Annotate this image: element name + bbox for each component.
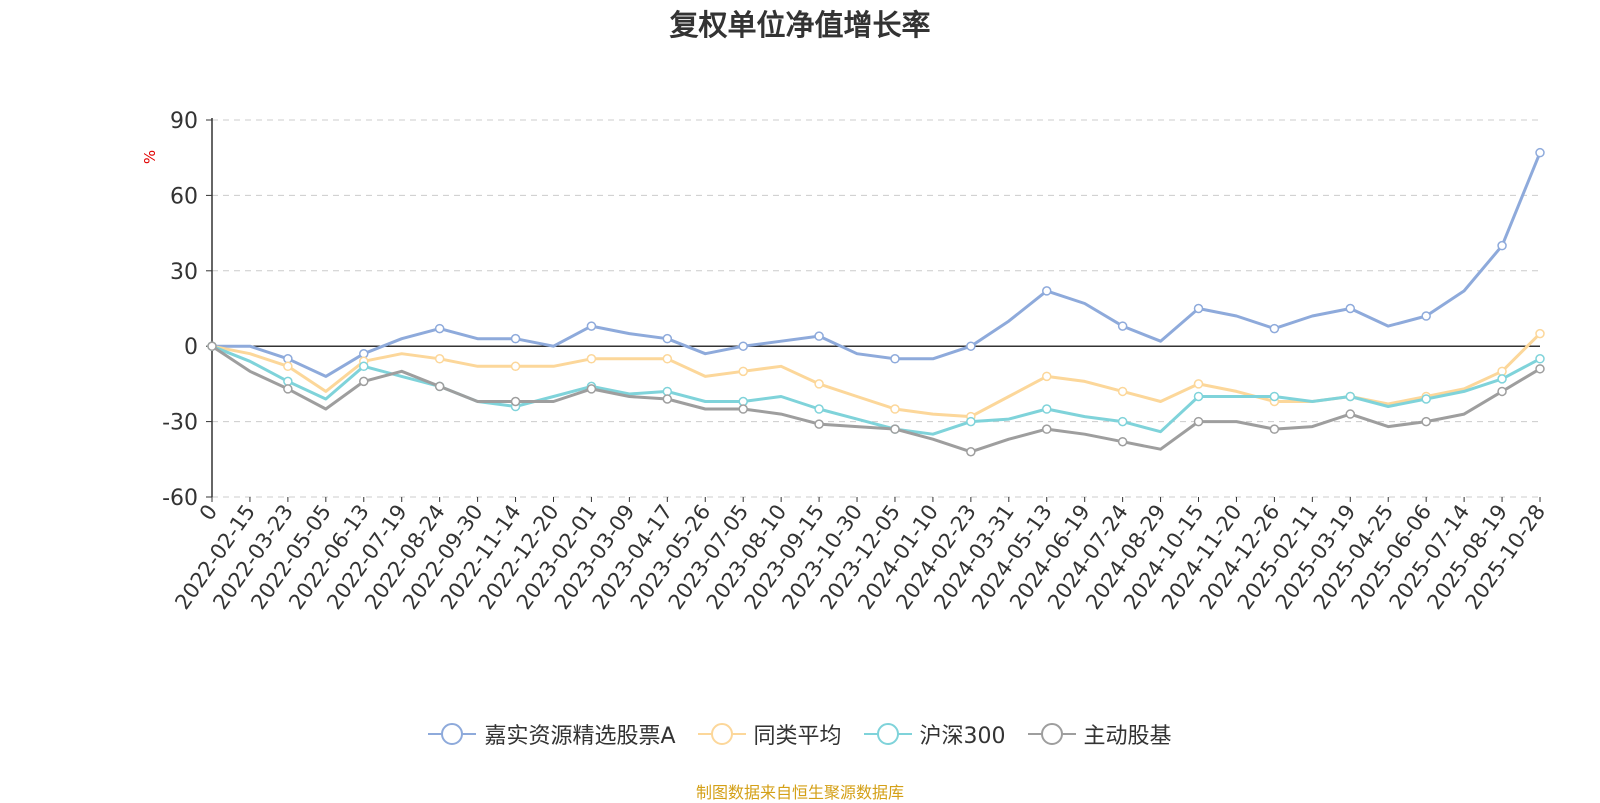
data-point[interactable]	[1041, 404, 1052, 414]
data-point[interactable]	[434, 323, 445, 334]
legend-swatch-icon	[697, 723, 746, 745]
data-point[interactable]	[662, 354, 673, 364]
data-point[interactable]	[890, 354, 900, 364]
data-point[interactable]	[1041, 286, 1052, 296]
legend-item-csi300[interactable]: 沪深300	[863, 718, 1006, 750]
data-point[interactable]	[1497, 240, 1507, 251]
data-point[interactable]	[1497, 374, 1507, 384]
series-line	[212, 152, 1542, 378]
data-point[interactable]	[814, 419, 824, 429]
data-point[interactable]	[283, 361, 293, 372]
data-point[interactable]	[1269, 424, 1280, 434]
data-point[interactable]	[814, 404, 824, 414]
data-point[interactable]	[1041, 371, 1052, 382]
data-point[interactable]	[1535, 328, 1545, 339]
data-point[interactable]	[359, 361, 369, 372]
chart-title: 复权单位净值增长率	[669, 8, 931, 42]
data-point[interactable]	[890, 424, 900, 434]
data-point[interactable]	[1193, 379, 1204, 389]
legend-item-active-equity[interactable]: 主动股基	[1027, 718, 1172, 750]
data-point[interactable]	[586, 384, 597, 394]
legend-item-peer-average[interactable]: 同类平均	[697, 718, 842, 750]
data-point[interactable]	[1117, 436, 1128, 447]
data-source-note: 制图数据来自恒生聚源数据库	[695, 783, 904, 802]
data-point[interactable]	[814, 379, 824, 389]
data-point[interactable]	[1193, 391, 1204, 402]
y-tick-label: 0	[184, 335, 198, 360]
data-point[interactable]	[1041, 424, 1052, 434]
y-tick-label: 60	[170, 184, 198, 209]
data-point[interactable]	[966, 447, 976, 457]
data-point[interactable]	[966, 416, 976, 427]
data-point[interactable]	[890, 404, 900, 414]
data-point[interactable]	[1535, 147, 1545, 158]
data-point[interactable]	[1193, 303, 1204, 314]
data-point[interactable]	[738, 366, 748, 377]
series-lines	[207, 147, 1545, 457]
data-point[interactable]	[1421, 394, 1431, 404]
data-point[interactable]	[1117, 321, 1128, 331]
data-point[interactable]	[1497, 386, 1507, 397]
data-point[interactable]	[662, 333, 673, 344]
data-point[interactable]	[738, 404, 748, 414]
data-point[interactable]	[510, 396, 521, 407]
legend-label: 同类平均	[753, 724, 842, 749]
data-point[interactable]	[1269, 391, 1280, 402]
legend-label: 嘉实资源精选股票A	[484, 724, 676, 749]
data-point[interactable]	[359, 376, 369, 387]
series-line	[211, 344, 1541, 436]
data-point[interactable]	[1117, 416, 1128, 427]
x-tick-label: 0	[195, 500, 222, 525]
data-point[interactable]	[1345, 409, 1356, 419]
legend-label: 沪深300	[919, 724, 1006, 749]
y-tick-label: -60	[162, 486, 198, 511]
legend-label: 主动股基	[1083, 724, 1172, 749]
data-point[interactable]	[207, 341, 217, 351]
data-point[interactable]	[1269, 323, 1280, 334]
data-point[interactable]	[738, 341, 748, 351]
data-point[interactable]	[434, 381, 445, 392]
data-point[interactable]	[586, 354, 597, 364]
legend-item-jiashi[interactable]: 嘉实资源精选股票A	[428, 718, 676, 750]
data-point[interactable]	[662, 394, 673, 404]
data-point[interactable]	[1421, 416, 1431, 427]
y-tick-label: -30	[162, 411, 198, 436]
data-point[interactable]	[814, 331, 824, 341]
y-tick-label: 90	[170, 109, 198, 134]
data-point[interactable]	[586, 321, 597, 331]
data-point[interactable]	[1193, 416, 1204, 427]
legend-swatch-icon	[1027, 723, 1076, 745]
legend-swatch-icon	[428, 723, 477, 745]
data-point[interactable]	[1345, 303, 1356, 314]
data-point[interactable]	[510, 361, 521, 372]
x-axis: 02022-02-152022-03-232022-05-052022-06-1…	[170, 497, 1550, 614]
data-point[interactable]	[434, 354, 445, 364]
data-point[interactable]	[1117, 386, 1128, 397]
chart-legend: 嘉实资源精选股票A 同类平均 沪深300 主动股基	[0, 718, 1600, 750]
data-point[interactable]	[1345, 391, 1356, 402]
data-point[interactable]	[1535, 354, 1545, 364]
data-point[interactable]	[1535, 364, 1545, 374]
data-point[interactable]	[966, 341, 976, 351]
data-point[interactable]	[1421, 311, 1431, 321]
data-point[interactable]	[283, 384, 293, 394]
y-tick-label: 30	[170, 260, 198, 285]
legend-swatch-icon	[863, 723, 912, 745]
gridlines	[212, 119, 1540, 498]
series-line	[211, 344, 1541, 454]
y-axis: 90 60 30 0 -30 -60	[162, 109, 213, 511]
data-point[interactable]	[510, 333, 521, 344]
